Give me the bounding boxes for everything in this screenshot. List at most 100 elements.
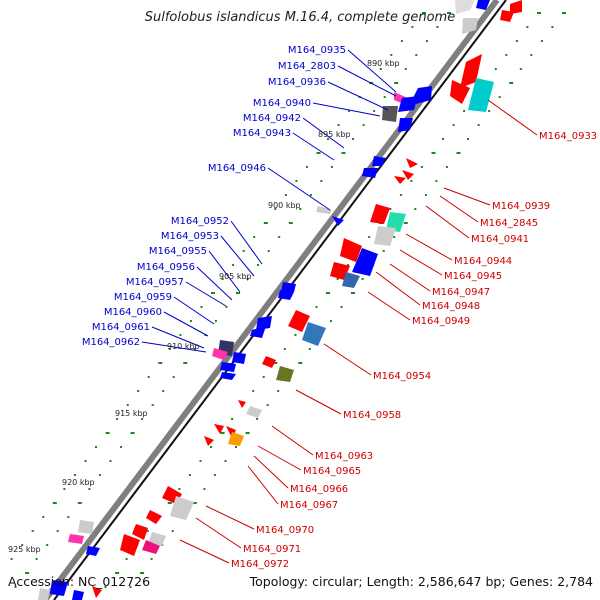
gene-feature[interactable]: [455, 0, 475, 14]
gene-feature[interactable]: [278, 290, 294, 300]
gene-label-reverse[interactable]: M164_0958: [343, 410, 401, 421]
gene-feature[interactable]: [450, 80, 470, 104]
gene-feature[interactable]: [332, 216, 344, 226]
gene-feature[interactable]: [500, 10, 514, 22]
gene-label-reverse[interactable]: M164_0963: [315, 451, 373, 462]
gene-label-forward[interactable]: M164_0943: [233, 128, 291, 139]
scale-tick-label: 905 kbp: [219, 272, 252, 281]
gene-label-forward[interactable]: M164_0942: [243, 113, 301, 124]
gene-feature[interactable]: [281, 282, 296, 292]
gene-feature[interactable]: [462, 18, 478, 34]
gene-label-forward[interactable]: M164_0953: [161, 231, 219, 242]
tick-dot: [351, 292, 355, 294]
gene-label-forward[interactable]: M164_0940: [253, 98, 311, 109]
gene-label-reverse[interactable]: M164_0965: [303, 466, 361, 477]
gene-label-forward[interactable]: M164_0946: [208, 163, 266, 174]
tick-dot: [415, 54, 418, 56]
gene-label-forward[interactable]: M164_0957: [126, 277, 184, 288]
gene-feature[interactable]: [316, 206, 332, 214]
gene-feature[interactable]: [214, 424, 224, 434]
tick-dot: [56, 530, 59, 532]
gene-feature[interactable]: [228, 432, 244, 446]
gene-feature[interactable]: [250, 326, 266, 338]
tick-dot: [431, 152, 436, 154]
gene-label-reverse[interactable]: M164_0966: [290, 484, 348, 495]
gene-feature[interactable]: [170, 496, 194, 520]
gene-feature[interactable]: [414, 86, 432, 104]
gene-feature[interactable]: [38, 588, 50, 600]
leader-line: [389, 263, 431, 292]
gene-feature[interactable]: [370, 204, 390, 224]
gene-label-reverse[interactable]: M164_0945: [444, 271, 502, 282]
gene-label-reverse[interactable]: M164_0941: [471, 234, 529, 245]
gene-feature[interactable]: [232, 352, 246, 364]
gene-feature[interactable]: [276, 366, 294, 382]
gene-label-reverse[interactable]: M164_0947: [432, 287, 490, 298]
gene-feature[interactable]: [238, 400, 246, 408]
gene-feature[interactable]: [386, 212, 406, 232]
gene-feature[interactable]: [302, 322, 326, 346]
tick-dot: [277, 390, 280, 392]
gene-feature[interactable]: [394, 176, 406, 184]
gene-label-forward[interactable]: M164_0961: [92, 322, 150, 333]
gene-label-forward[interactable]: M164_0959: [114, 292, 172, 303]
gene-feature[interactable]: [342, 272, 360, 288]
gene-feature[interactable]: [120, 534, 140, 556]
gene-feature[interactable]: [402, 170, 414, 180]
gene-feature[interactable]: [468, 78, 494, 112]
gene-feature[interactable]: [382, 106, 398, 122]
gene-feature[interactable]: [72, 590, 84, 600]
gene-feature[interactable]: [246, 406, 262, 418]
gene-feature[interactable]: [398, 118, 413, 132]
tick-dot: [362, 124, 365, 126]
gene-label-forward[interactable]: M164_0955: [149, 246, 207, 257]
gene-feature[interactable]: [68, 534, 84, 544]
tick-dot: [178, 488, 181, 490]
gene-label-reverse[interactable]: M164_0967: [280, 500, 338, 511]
gene-label-forward[interactable]: M164_2803: [278, 61, 336, 72]
gene-label-reverse[interactable]: M164_2845: [480, 218, 538, 229]
gene-label-reverse[interactable]: M164_0954: [373, 371, 431, 382]
gene-label-forward[interactable]: M164_0960: [104, 307, 162, 318]
gene-label-forward[interactable]: M164_0962: [82, 337, 140, 348]
gene-label-reverse[interactable]: M164_0933: [539, 131, 597, 142]
gene-feature[interactable]: [204, 436, 214, 446]
gene-feature[interactable]: [212, 348, 228, 360]
gene-feature[interactable]: [220, 372, 236, 380]
gene-label-forward[interactable]: M164_0935: [288, 45, 346, 56]
gene-label-reverse[interactable]: M164_0944: [454, 256, 512, 267]
tick-dot: [551, 26, 554, 28]
gene-label-reverse[interactable]: M164_0948: [422, 301, 480, 312]
gene-feature[interactable]: [340, 238, 362, 262]
gene-feature[interactable]: [148, 532, 166, 546]
gene-label-forward[interactable]: M164_0952: [171, 216, 229, 227]
gene-label-forward[interactable]: M164_0956: [137, 262, 195, 273]
gene-feature[interactable]: [362, 168, 378, 178]
gene-feature[interactable]: [398, 96, 418, 112]
gene-feature[interactable]: [146, 510, 162, 524]
gene-feature[interactable]: [288, 310, 310, 332]
gene-feature[interactable]: [86, 546, 100, 556]
tick-dot: [129, 586, 132, 588]
gene-feature[interactable]: [78, 520, 94, 534]
gene-feature[interactable]: [372, 156, 386, 166]
gene-feature[interactable]: [510, 0, 522, 14]
gene-feature[interactable]: [220, 362, 236, 372]
gene-label-reverse[interactable]: M164_0949: [412, 316, 470, 327]
gene-label-reverse[interactable]: M164_0970: [256, 525, 314, 536]
gene-label-reverse[interactable]: M164_0939: [492, 201, 550, 212]
gene-feature[interactable]: [256, 316, 272, 330]
gene-feature[interactable]: [142, 540, 160, 554]
gene-label-reverse[interactable]: M164_0972: [231, 559, 289, 570]
tick-dot: [171, 530, 174, 532]
gene-label-forward[interactable]: M164_0936: [268, 77, 326, 88]
gene-feature[interactable]: [262, 356, 276, 368]
gene-feature[interactable]: [476, 0, 490, 10]
gene-feature[interactable]: [406, 158, 418, 168]
gene-feature[interactable]: [374, 226, 396, 246]
gene-feature[interactable]: [352, 248, 378, 276]
gene-label-reverse[interactable]: M164_0971: [243, 544, 301, 555]
gene-feature[interactable]: [132, 524, 148, 540]
gene-feature[interactable]: [92, 586, 102, 598]
gene-feature[interactable]: [50, 580, 68, 596]
